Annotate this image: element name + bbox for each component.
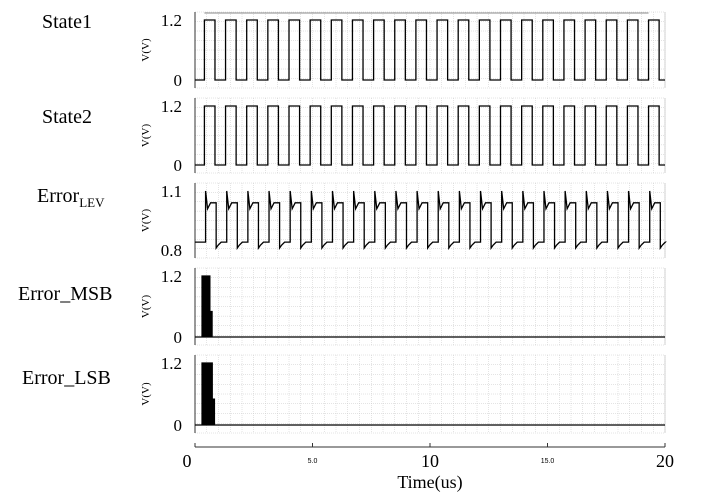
panel-1-title: State1	[42, 11, 92, 33]
panel-2-trace	[195, 105, 665, 166]
panel-3-ytick-top: 1.1	[161, 182, 182, 201]
panel-5-title: Error_LSB	[22, 367, 111, 389]
panel-2-ylabel: V(V)	[140, 124, 152, 148]
panel-3-title: ErrorLEV	[37, 185, 105, 210]
x-tick-label: 5.0	[308, 458, 318, 465]
x-tick-label: 15.0	[541, 458, 555, 465]
panel-5-trace	[195, 362, 665, 426]
panel-1-ytick-top: 1.2	[161, 11, 182, 30]
panel-4-ytick-top: 1.2	[161, 267, 182, 286]
panel-1-ylabel: V(V)	[140, 38, 152, 62]
panel-4-ytick-bottom: 0	[174, 328, 183, 347]
panel-2-title: State2	[42, 106, 92, 128]
panel-4-title: Error_MSB	[18, 283, 112, 305]
panel-3-ylabel: V(V)	[140, 209, 152, 233]
panel-5-ylabel: V(V)	[140, 382, 152, 406]
panel-5-ytick-top: 1.2	[161, 354, 182, 373]
panel-4-ylabel: V(V)	[140, 295, 152, 319]
panel-5-ytick-bottom: 0	[174, 416, 183, 435]
panel-1-trace	[195, 19, 665, 81]
panel-1-ytick-bottom: 0	[174, 71, 183, 90]
panel-2-ytick-bottom: 0	[174, 156, 183, 175]
panel-2-ytick-top: 1.2	[161, 97, 182, 116]
x-tick-label: 20	[656, 451, 674, 471]
x-tick-label: 10	[421, 451, 439, 471]
panel-3-trace	[195, 190, 667, 251]
x-tick-label: 0	[183, 451, 192, 471]
panel-3-ytick-bottom: 0.8	[161, 241, 182, 260]
panel-4-trace	[195, 275, 665, 338]
x-axis-title: Time(us)	[397, 472, 462, 493]
panel-3-title-subscript: LEV	[79, 195, 105, 210]
